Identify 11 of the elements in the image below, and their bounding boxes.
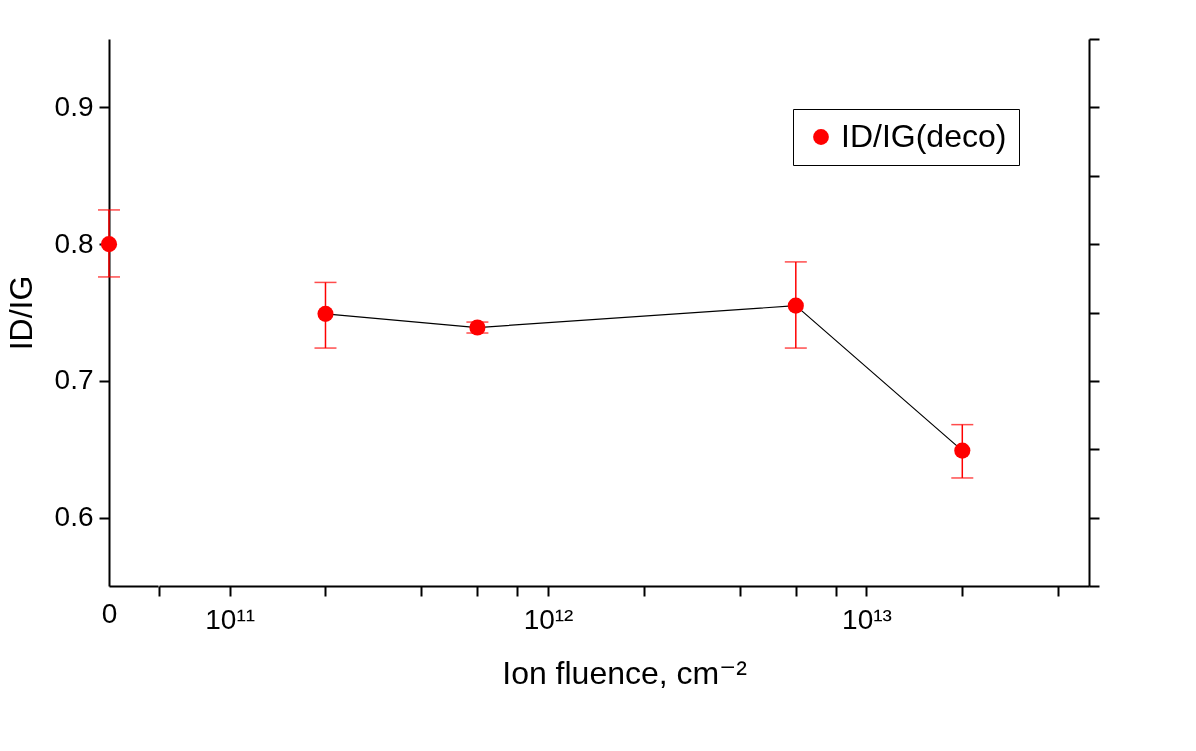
y-tick-label: 0.6 [54,501,94,533]
x-tick-label: 10¹¹ [205,603,256,635]
y-axis-title: ID/IG [2,275,39,351]
y-tick-label: 0.7 [54,364,94,396]
x-tick-label: 10¹² [523,603,574,635]
x-tick-label: 10¹³ [842,603,892,635]
y-tick-label: 0.9 [54,90,94,122]
legend-label: ID/IG(deco) [841,118,1007,154]
x-axis-title: Ion fluence, cm⁻² [502,654,748,691]
y-tick-label: 0.8 [54,227,94,259]
x-tick-label: 0 [101,597,118,629]
